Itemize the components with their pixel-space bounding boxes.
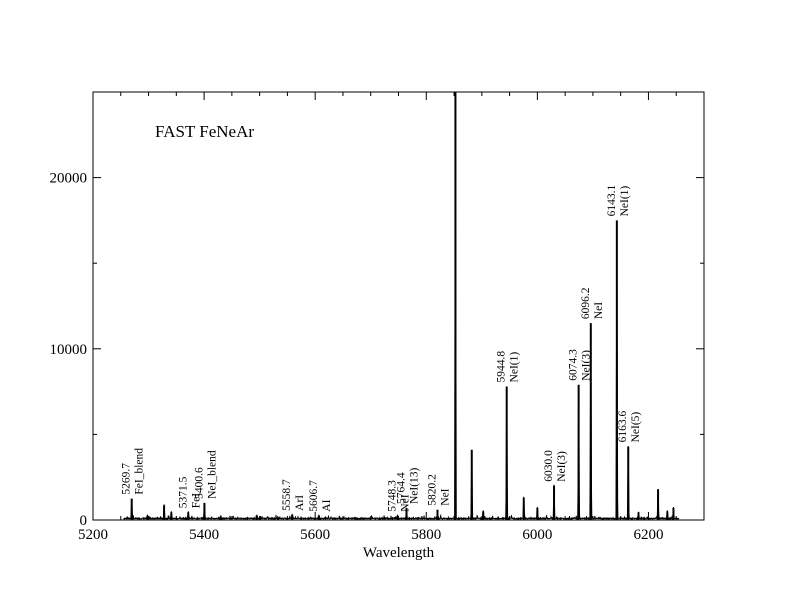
axis-ticks: [92, 91, 705, 521]
plot-frame: [92, 91, 705, 521]
peak-species-label: NeI(3): [556, 451, 568, 482]
peak-wavelength-label: 5269.7: [121, 463, 133, 495]
peak-wavelength-label: 5820.2: [426, 474, 438, 506]
peak-annotation: 6163.6 NeI(5): [617, 411, 642, 443]
peak-wavelength-label: 5400.6: [193, 467, 205, 499]
peak-annotation: 5371.5 FeI: [177, 476, 202, 508]
peak-wavelength-label: 5944.8: [496, 351, 508, 383]
peak-annotation: 5764.4 NeI(13): [395, 467, 420, 504]
x-tick-label: 6200: [633, 527, 663, 543]
y-tick-label: 20000: [50, 171, 88, 187]
peak-annotation: 5748.3 NeI: [387, 480, 412, 512]
x-axis-title: Wavelength: [363, 545, 435, 561]
spectrum-series: [123, 91, 680, 521]
peak-annotation: 6074.3 NeI(3): [568, 349, 593, 381]
peak-annotation: 6096.2 NeI: [580, 287, 605, 319]
peak-species-label: NeI: [593, 302, 605, 319]
peak-species-label: NeI: [439, 488, 451, 505]
peak-annotation: 5606.7 AI: [308, 480, 333, 512]
peak-annotation: 6030.0 NeI(3): [543, 450, 568, 482]
peak-species-label: AI: [321, 499, 333, 511]
peak-wavelength-label: 6096.2: [580, 287, 592, 319]
x-tick-label: 5600: [300, 527, 330, 543]
peak-wavelength-label: 6030.0: [543, 450, 555, 482]
peak-wavelength-label: 6074.3: [568, 349, 580, 381]
peak-wavelength-label: 6143.1: [606, 185, 618, 217]
x-tick-label: 5200: [78, 527, 108, 543]
peak-species-label: NeI(13): [408, 467, 420, 504]
peak-annotation: 5400.6 NeI_blend: [193, 450, 218, 499]
x-tick-label: 5800: [411, 527, 441, 543]
peak-species-label: NeI: [400, 494, 412, 511]
peak-annotation: 5820.2 NeI: [426, 474, 451, 506]
peak-species-label: NeI(1): [619, 186, 631, 217]
axis-tick-labels: 5200 5400 5600 5800 6000 6200 0 10000 20000: [50, 171, 664, 543]
x-tick-label: 5400: [189, 527, 219, 543]
peak-annotation: 5944.8 NeI(1): [496, 351, 521, 383]
peak-species-label: NeI_blend: [206, 450, 218, 499]
peak-wavelength-label: 5748.3: [387, 480, 399, 512]
peak-species-label: FeI: [190, 493, 202, 509]
peak-species-label: NeI(3): [581, 350, 593, 381]
peak-wavelength-label: 5371.5: [177, 476, 189, 508]
peak-wavelength-label: 5764.4: [395, 472, 407, 504]
peak-wavelength-label: 5558.7: [281, 479, 293, 511]
peak-species-label: FeI_blend: [134, 448, 146, 495]
y-tick-label: 10000: [50, 342, 88, 358]
y-tick-label: 0: [80, 513, 88, 529]
peak-annotation: 5558.7 ArI: [281, 479, 306, 511]
spectrum-line: [123, 91, 680, 521]
peak-species-label: NeI(1): [509, 352, 521, 383]
peak-annotation: 6143.1 NeI(1): [606, 185, 631, 217]
peak-species-label: NeI(5): [630, 412, 642, 443]
peak-wavelength-label: 6163.6: [617, 411, 629, 443]
chart-title: FAST FeNeAr: [155, 122, 254, 141]
peak-species-label: ArI: [294, 495, 306, 511]
x-tick-label: 6000: [522, 527, 552, 543]
peak-wavelength-label: 5606.7: [308, 480, 320, 512]
peak-annotation: 5269.7 FeI_blend: [121, 448, 146, 495]
